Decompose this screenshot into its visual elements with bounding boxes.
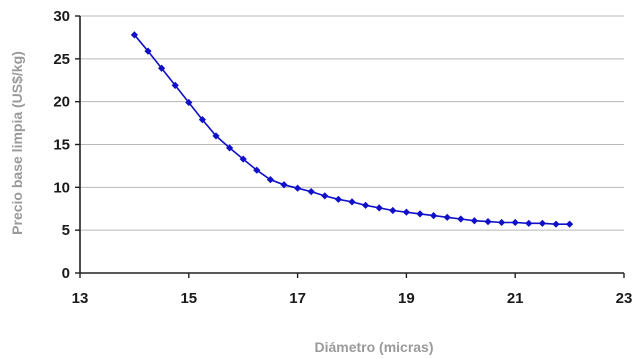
data-point <box>130 31 138 39</box>
y-tick-labels: 0 5 10 15 20 25 30 <box>53 8 70 282</box>
y-tick-label: 15 <box>53 137 70 154</box>
data-point <box>294 184 302 192</box>
data-point <box>348 198 356 206</box>
data-point <box>511 218 519 227</box>
axes <box>75 15 625 278</box>
data-point <box>185 98 193 107</box>
data-point <box>253 166 261 174</box>
data-point <box>226 144 234 152</box>
data-point <box>280 181 288 189</box>
data-point <box>484 218 492 226</box>
x-tick-label: 13 <box>72 290 89 307</box>
data-point <box>498 218 506 227</box>
data-point <box>430 212 438 220</box>
data-point <box>416 210 424 218</box>
y-tick-label: 30 <box>53 8 70 25</box>
data-point <box>443 213 451 221</box>
y-tick-label: 10 <box>53 179 70 196</box>
y-tick-label: 20 <box>53 94 70 111</box>
y-tick-label: 5 <box>62 222 70 239</box>
data-point <box>212 132 220 140</box>
x-axis-title: Diámetro (micras) <box>314 339 433 355</box>
data-point <box>171 81 179 89</box>
series-line <box>133 34 570 225</box>
gridlines <box>80 15 624 231</box>
data-point <box>334 195 342 203</box>
data-point <box>266 176 274 184</box>
x-tick-label: 15 <box>180 290 197 307</box>
data-point <box>470 217 478 225</box>
data-point <box>144 47 152 55</box>
y-tick-label: 25 <box>53 51 70 68</box>
data-point <box>457 215 465 223</box>
data-point <box>321 192 329 200</box>
data-point <box>158 64 166 72</box>
x-tick-label: 19 <box>398 290 415 307</box>
x-tick-label: 17 <box>289 290 306 307</box>
data-point <box>389 206 397 215</box>
data-point <box>538 219 546 227</box>
x-tick-labels: 13 15 17 19 21 23 <box>72 290 632 307</box>
data-point <box>566 220 574 228</box>
y-tick-label: 0 <box>62 265 70 282</box>
data-point <box>552 220 560 228</box>
data-point <box>198 116 206 124</box>
data-series <box>130 31 574 228</box>
data-point <box>525 219 533 227</box>
data-point <box>402 208 410 216</box>
data-point <box>307 188 315 196</box>
data-point <box>239 155 247 163</box>
y-axis-title: Precio base limpia (US$/kg) <box>9 51 25 235</box>
data-point <box>362 201 370 209</box>
x-tick-label: 21 <box>507 290 524 307</box>
x-tick-label: 23 <box>616 290 632 307</box>
data-point <box>375 204 383 212</box>
